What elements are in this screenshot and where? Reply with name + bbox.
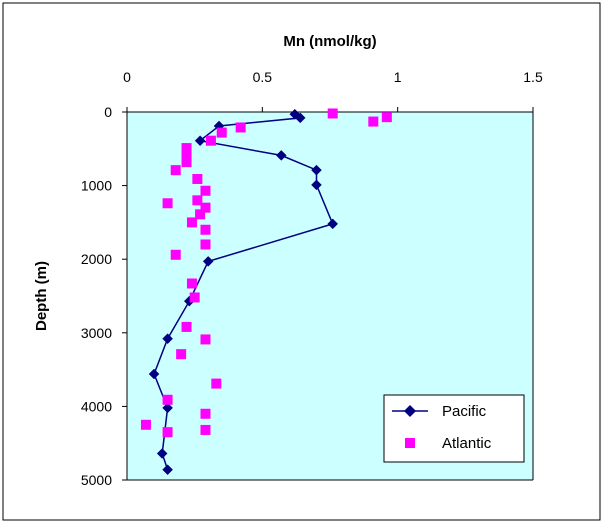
atlantic-data-point: [186, 278, 197, 289]
pacific-data-point: [327, 218, 339, 230]
y-axis-title: Depth (m): [33, 261, 50, 331]
atlantic-data-point: [200, 334, 211, 345]
atlantic-data-point: [181, 143, 192, 154]
legend-pacific-label: Pacific: [442, 403, 487, 420]
x-tick-label: 1: [394, 69, 402, 85]
y-tick-label: 4000: [81, 398, 112, 414]
atlantic-data-point: [186, 217, 197, 228]
atlantic-data-point: [200, 424, 211, 435]
atlantic-data-point: [192, 173, 203, 184]
y-tick-label: 2000: [81, 251, 112, 267]
atlantic-data-point: [235, 122, 246, 133]
atlantic-data-point: [189, 292, 200, 303]
pacific-data-point: [311, 164, 322, 176]
atlantic-data-point: [162, 198, 173, 209]
atlantic-data-point: [381, 112, 392, 123]
pacific-data-point: [162, 402, 173, 414]
atlantic-data-point: [176, 349, 187, 360]
atlantic-data-point: [181, 157, 192, 168]
x-axis-title: Mn (nmol/kg): [283, 33, 376, 50]
y-tick-label: 5000: [81, 472, 112, 488]
legend-pacific-marker: [404, 405, 416, 417]
atlantic-data-point: [181, 150, 192, 161]
atlantic-data-point: [192, 195, 203, 206]
atlantic-data-point: [200, 408, 211, 419]
atlantic-data-point: [368, 116, 379, 127]
y-tick-label: 1000: [81, 178, 112, 194]
atlantic-data-point: [200, 202, 211, 213]
pacific-data-point: [202, 256, 214, 267]
x-tick-label: 0.5: [253, 69, 273, 85]
series-layer: [140, 108, 392, 476]
legend: Pacific Atlantic: [383, 394, 525, 463]
atlantic-data-point: [200, 239, 211, 250]
atlantic-data-point: [211, 378, 222, 389]
pacific-data-point: [156, 448, 168, 459]
atlantic-data-point: [162, 394, 173, 405]
atlantic-data-point: [162, 427, 173, 438]
atlantic-data-point: [181, 321, 192, 332]
x-tick-label: 1.5: [523, 69, 543, 85]
pacific-data-point: [294, 112, 306, 124]
y-tick-label: 3000: [81, 325, 112, 341]
y-tick-label: 0: [104, 104, 112, 120]
atlantic-data-point: [327, 108, 338, 119]
legend-atlantic-marker: [405, 438, 415, 448]
atlantic-data-point: [140, 419, 151, 430]
pacific-data-point: [162, 333, 173, 345]
atlantic-data-point: [195, 209, 206, 220]
legend-box: [383, 394, 525, 463]
atlantic-data-point: [200, 224, 211, 235]
tick-layer: 0 0.5 1 1.5 0 1000 2000 3000 4000 5000: [81, 69, 543, 488]
atlantic-data-point: [170, 249, 181, 260]
pacific-data-point: [311, 179, 322, 191]
pacific-data-point: [275, 150, 287, 161]
atlantic-data-point: [216, 127, 227, 138]
pacific-data-point: [148, 368, 160, 380]
legend-atlantic-label: Atlantic: [442, 435, 492, 452]
atlantic-data-point: [200, 185, 211, 196]
atlantic-data-point: [205, 135, 216, 146]
pacific-data-point: [162, 464, 173, 476]
atlantic-data-point: [170, 165, 181, 176]
x-tick-label: 0: [123, 69, 131, 85]
pacific-data-point: [194, 135, 206, 147]
